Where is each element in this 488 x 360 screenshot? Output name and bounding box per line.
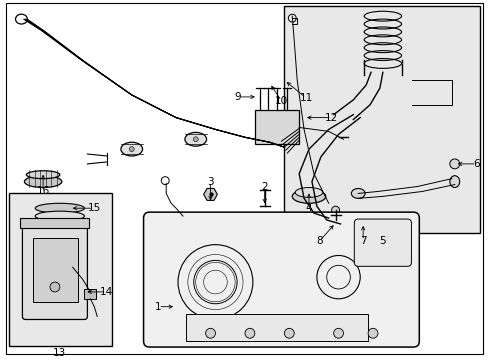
Text: 11: 11 <box>299 93 312 103</box>
Ellipse shape <box>35 211 84 221</box>
Ellipse shape <box>121 142 142 156</box>
Circle shape <box>333 328 343 338</box>
Text: 13: 13 <box>53 348 66 358</box>
FancyBboxPatch shape <box>143 212 418 347</box>
Circle shape <box>449 159 459 169</box>
Circle shape <box>244 328 254 338</box>
Circle shape <box>50 282 60 292</box>
Text: 2: 2 <box>261 181 267 192</box>
Text: 5: 5 <box>379 236 386 246</box>
Text: 4: 4 <box>305 203 312 213</box>
Text: 16: 16 <box>37 186 50 197</box>
Text: 12: 12 <box>325 113 338 123</box>
Text: 6: 6 <box>472 159 479 169</box>
Ellipse shape <box>35 203 84 213</box>
Ellipse shape <box>184 132 206 146</box>
Ellipse shape <box>292 189 325 203</box>
Circle shape <box>129 147 134 152</box>
Ellipse shape <box>295 188 322 197</box>
Circle shape <box>193 137 198 142</box>
Text: 15: 15 <box>87 203 101 213</box>
FancyBboxPatch shape <box>354 219 410 266</box>
Circle shape <box>284 328 294 338</box>
Ellipse shape <box>351 189 365 198</box>
Bar <box>33 238 78 302</box>
Text: 3: 3 <box>207 177 213 186</box>
Bar <box>284 6 479 233</box>
Circle shape <box>331 206 339 214</box>
Bar <box>185 314 367 341</box>
FancyBboxPatch shape <box>22 225 87 319</box>
Ellipse shape <box>449 176 459 188</box>
Bar <box>254 110 299 144</box>
Bar <box>84 289 96 299</box>
Text: 7: 7 <box>359 236 366 246</box>
Text: 14: 14 <box>99 287 113 297</box>
Ellipse shape <box>24 176 61 188</box>
Text: 1: 1 <box>155 302 162 312</box>
Circle shape <box>367 328 377 338</box>
Ellipse shape <box>26 171 60 179</box>
Text: 9: 9 <box>234 92 241 102</box>
Bar <box>20 218 89 228</box>
Text: 10: 10 <box>274 96 287 106</box>
Text: 8: 8 <box>316 236 323 246</box>
Bar <box>9 193 112 346</box>
Circle shape <box>205 328 215 338</box>
